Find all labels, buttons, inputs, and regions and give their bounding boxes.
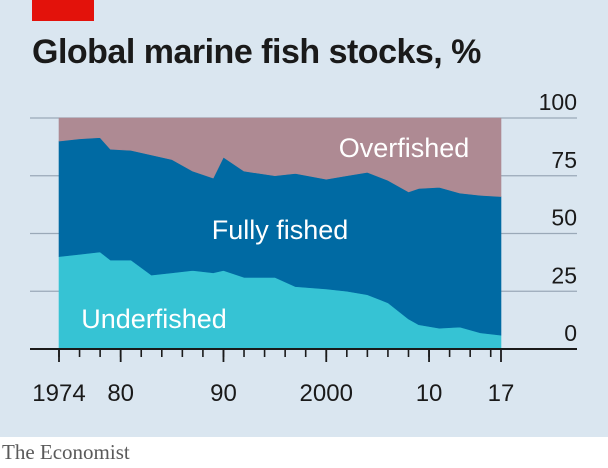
- x-tick-label-2000: 2000: [300, 380, 353, 407]
- stacked-area-chart: 0 25 50 75 100 1974 80 90 2000 10 17 Overfished Full…: [30, 89, 577, 407]
- area-overfished: [58, 117, 502, 197]
- chart-panel: Global marine fish stocks, % 0 25 50 75 100 1…: [0, 0, 608, 437]
- source-credit: The Economist: [2, 440, 130, 464]
- x-tick-label-90: 90: [210, 380, 237, 407]
- x-tick-label-17: 17: [488, 380, 515, 407]
- series-label-underfished: Underfished: [81, 304, 227, 334]
- chart-title: Global marine fish stocks, %: [32, 33, 481, 71]
- y-tick-label-75: 75: [551, 147, 577, 173]
- y-tick-label-100: 100: [539, 89, 577, 115]
- x-tick-label-1974: 1974: [32, 380, 85, 407]
- y-tick-label-0: 0: [564, 320, 577, 346]
- y-tick-label-50: 50: [551, 205, 577, 231]
- x-tick-label-80: 80: [107, 380, 134, 407]
- brand-tag: [32, 0, 94, 21]
- series-label-overfished: Overfished: [339, 133, 470, 163]
- x-tick-label-10: 10: [416, 380, 443, 407]
- y-tick-label-25: 25: [551, 262, 577, 288]
- series-label-fully-fished: Fully fished: [212, 215, 349, 245]
